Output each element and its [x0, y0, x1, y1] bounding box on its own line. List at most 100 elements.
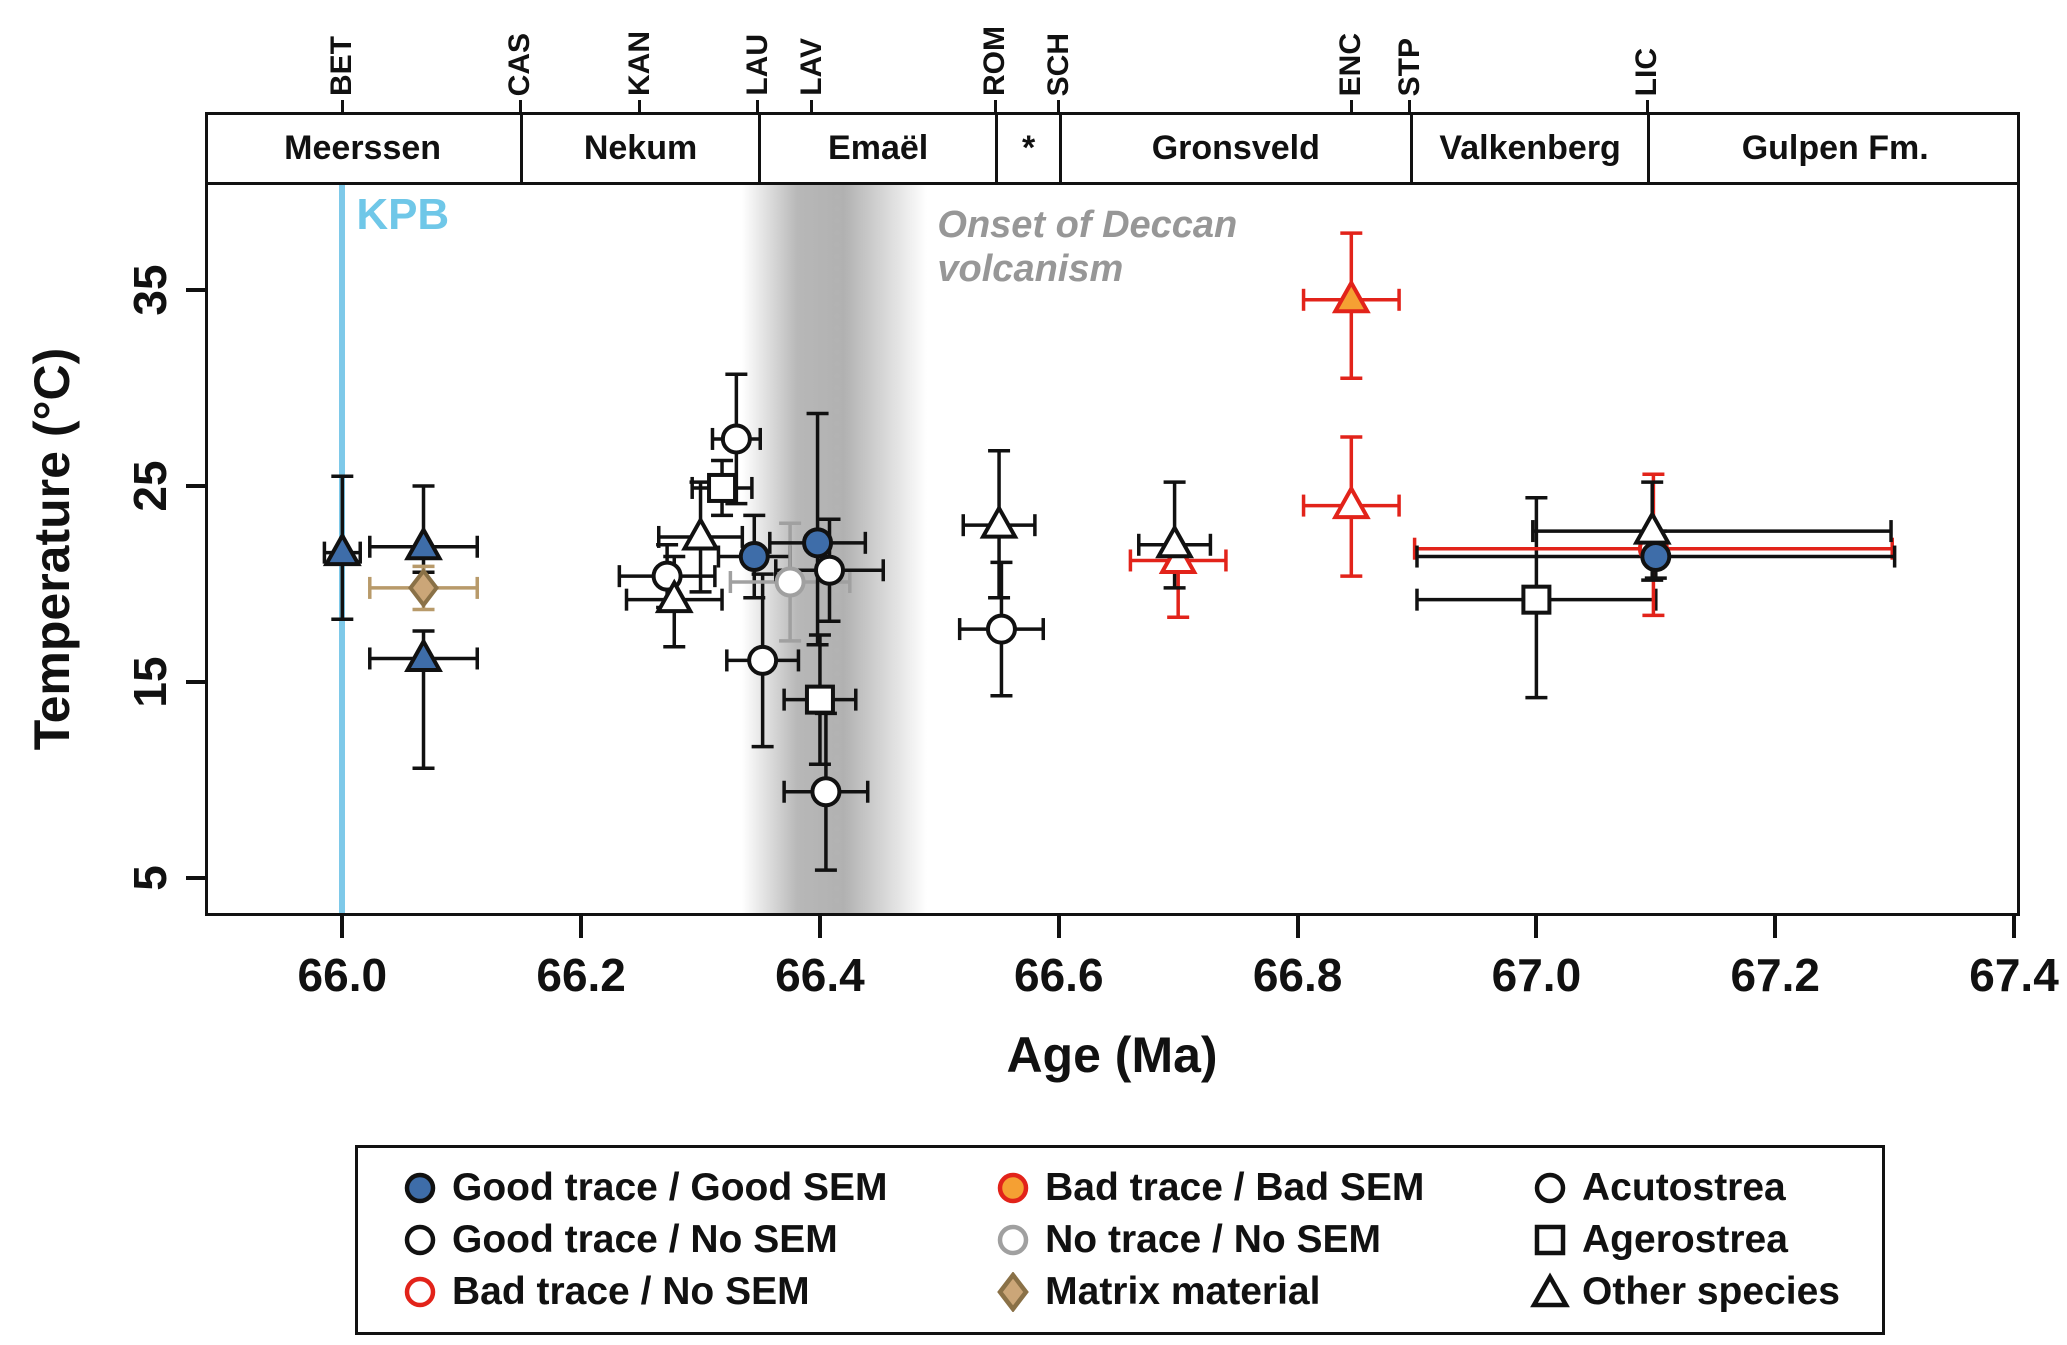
- legend-item: Agerostrea: [1530, 1218, 1840, 1262]
- x-axis-tick-label: 66.0: [297, 949, 388, 1001]
- formation-star: *: [995, 112, 1058, 185]
- deccan-annotation-line1: Onset of Deccan: [937, 204, 1238, 246]
- legend-circle-icon: [404, 1172, 436, 1204]
- deccan-dashed-line: [833, 182, 840, 916]
- top-axis-label-cas: CAS: [503, 32, 537, 96]
- data-point-circle: [747, 644, 779, 676]
- data-point-circle: [814, 554, 846, 586]
- data-point-square: [804, 684, 835, 715]
- top-axis-tick: [1349, 100, 1353, 112]
- data-point-triangle: [404, 525, 443, 561]
- plot-canvas: [322, 231, 1897, 872]
- top-axis-tick: [810, 100, 814, 112]
- top-axis-tick: [756, 100, 760, 112]
- x-axis-tick-label: 67.4: [1969, 949, 2059, 1001]
- x-axis-tick: [340, 916, 345, 938]
- legend-label: Other species: [1582, 1270, 1840, 1313]
- top-axis-label-lic: LIC: [1630, 47, 1664, 96]
- data-point-triangle: [404, 637, 443, 672]
- kpb-label: KPB: [356, 190, 450, 239]
- x-axis-tick: [2012, 916, 2017, 938]
- y-axis-tick-label: 5: [124, 865, 176, 891]
- legend-item: Good trace / No SEM: [400, 1218, 888, 1262]
- x-axis-tick: [579, 916, 584, 938]
- top-axis-tick: [993, 100, 997, 112]
- legend-item: Bad trace / Bad SEM: [993, 1166, 1424, 1210]
- deccan-annotation-line2: volcanism: [937, 247, 1124, 290]
- legend-triangle-icon: [1530, 1272, 1570, 1308]
- formation-meerssen: Meerssen: [284, 129, 442, 167]
- formation-emal: Emaël: [757, 112, 996, 185]
- x-axis-tick: [1534, 916, 1539, 938]
- legend-label: Bad trace / Bad SEM: [1045, 1166, 1425, 1209]
- data-point-circle: [802, 527, 834, 559]
- formation-valkenberg: Valkenberg: [1409, 112, 1648, 185]
- top-axis-label-kan: KAN: [622, 31, 656, 96]
- top-axis-label-sch: SCH: [1041, 32, 1075, 96]
- y-axis-tick-label: 25: [124, 460, 176, 512]
- data-point-triangle: [979, 504, 1019, 539]
- data-point-square: [707, 472, 738, 503]
- x-axis-ticks: [205, 916, 2020, 940]
- x-axis-tick-label: 66.8: [1252, 949, 1343, 1001]
- top-axis-labels: BET CAS KAN LAU LAV ROM SCH ENC STP LIC: [205, 0, 2020, 112]
- legend-circle-icon: [1534, 1172, 1566, 1204]
- data-point-triangle: [1331, 278, 1371, 314]
- legend-column: Bad trace / Bad SEM No trace / No SEM Matr…: [993, 1166, 1424, 1314]
- legend-label: Good trace / No SEM: [452, 1218, 838, 1261]
- x-axis-tick-label: 67.0: [1491, 949, 1582, 1001]
- top-axis-tick: [1057, 100, 1061, 112]
- top-axis-tick: [340, 100, 344, 112]
- y-axis-title: Temperature (°C): [24, 347, 80, 751]
- legend-label: No trace / No SEM: [1045, 1218, 1382, 1261]
- data-point-triangle: [1155, 523, 1195, 559]
- data-point-triangle: [322, 531, 362, 567]
- x-axis-tick-labels: 66.0 66.2 66.4 66.6 66.8 67.0 67.2 67.4: [205, 948, 2059, 1008]
- data-point-circle: [985, 613, 1017, 645]
- data-point-circle: [720, 423, 752, 455]
- legend-label: Bad trace / No SEM: [452, 1270, 810, 1313]
- legend-item: Bad trace / No SEM: [400, 1270, 888, 1314]
- x-axis-tick-label: 67.2: [1730, 949, 1820, 1001]
- legend-circle-icon: [997, 1172, 1029, 1204]
- formation-band: Meerssen Nekum Emaël * Gronsveld Valkenberg Gu…: [205, 112, 2020, 185]
- legend-label: Matrix material: [1045, 1270, 1321, 1313]
- plot-area: KPB Onset of Deccan volcanism: [205, 182, 2020, 916]
- legend-column: Acutostrea Agerostrea Other species: [1530, 1166, 1840, 1314]
- y-axis-tick-label: 35: [124, 264, 176, 316]
- top-axis-label-lau: LAU: [740, 34, 774, 96]
- data-point-circle: [738, 541, 770, 573]
- x-axis-tick: [817, 916, 822, 938]
- data-point-circle: [810, 776, 842, 808]
- x-axis-tick-label: 66.2: [536, 949, 626, 1001]
- error-bars: [1531, 480, 1893, 582]
- data-point-square: [1521, 584, 1552, 615]
- legend-circle-icon: [997, 1224, 1029, 1256]
- legend-item: Acutostrea: [1530, 1166, 1840, 1210]
- data-point-triangle: [1632, 509, 1672, 545]
- legend-item: Good trace / Good SEM: [400, 1166, 888, 1210]
- x-axis-tick: [1295, 916, 1300, 938]
- top-axis-label-rom: ROM: [978, 26, 1012, 96]
- x-axis-tick-label: 66.4: [775, 949, 865, 1001]
- data-point-triangle: [681, 515, 720, 551]
- formation-gulpenfm: Gulpen Fm.: [1647, 112, 2020, 185]
- data-point-triangle: [1331, 484, 1371, 520]
- top-axis-label-stp: STP: [1392, 37, 1426, 96]
- legend-label: Good trace / Good SEM: [452, 1166, 888, 1209]
- x-axis-tick: [1773, 916, 1778, 938]
- y-axis: 5 15 25 35: [0, 182, 205, 916]
- y-axis-tick: [186, 875, 205, 880]
- legend-diamond-icon: [997, 1272, 1029, 1312]
- top-axis-label-lav: LAV: [794, 38, 828, 96]
- formation-gronsveld: Gronsveld: [1058, 112, 1410, 185]
- legend-item: No trace / No SEM: [993, 1218, 1424, 1262]
- top-axis-label-bet: BET: [325, 36, 359, 96]
- data-point-circle: [1640, 541, 1672, 573]
- y-axis-tick: [186, 287, 205, 292]
- legend-column: Good trace / Good SEM Good trace / No SEM…: [400, 1166, 888, 1314]
- data-point-diamond: [407, 567, 440, 609]
- x-axis-tick: [1056, 916, 1061, 938]
- y-axis-tick: [186, 679, 205, 684]
